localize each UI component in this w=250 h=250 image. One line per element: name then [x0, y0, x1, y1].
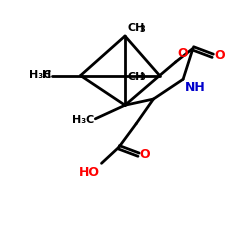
Text: O: O	[140, 148, 150, 161]
Text: HO: HO	[79, 166, 100, 179]
Text: O: O	[177, 48, 188, 60]
Text: CH: CH	[128, 72, 145, 82]
Text: 3: 3	[139, 73, 145, 82]
Text: 3: 3	[139, 25, 145, 34]
Text: NH: NH	[184, 81, 205, 94]
Text: H₃C: H₃C	[29, 70, 51, 80]
Text: O: O	[214, 49, 225, 62]
Text: CH: CH	[128, 23, 145, 33]
Text: H: H	[42, 70, 51, 80]
Text: H₃C: H₃C	[72, 115, 94, 125]
